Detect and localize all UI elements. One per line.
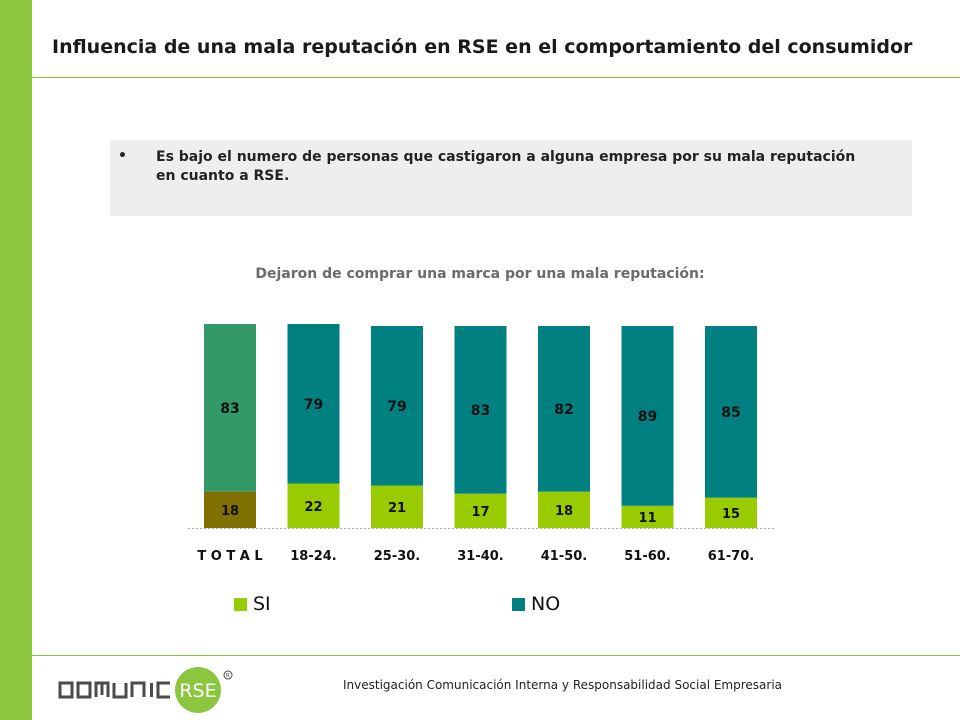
bar-si-0 xyxy=(204,491,256,528)
x-tick-label-1: 18-24. xyxy=(290,549,337,564)
bar-no-2 xyxy=(371,326,423,486)
x-tick-label-5: 51-60. xyxy=(624,549,671,564)
note-bullet: • xyxy=(118,148,127,164)
data-label-si-2: 21 xyxy=(388,501,406,516)
x-tick-label-0: T O T A L xyxy=(197,549,262,564)
footer-divider xyxy=(32,655,960,656)
bar-no-3 xyxy=(454,326,507,494)
legend-item-no: NO xyxy=(512,593,560,615)
bar-si-1 xyxy=(287,483,340,528)
data-label-no-0: 83 xyxy=(220,401,239,417)
bar-no-0 xyxy=(204,324,256,492)
bar-no-5 xyxy=(621,326,674,506)
data-label-si-6: 15 xyxy=(722,507,740,522)
x-tick-label-2: 25-30. xyxy=(374,549,421,564)
svg-text:RSE: RSE xyxy=(179,680,216,702)
note-text: Es bajo el numero de personas que castig… xyxy=(156,149,856,184)
x-tick-label-4: 41-50. xyxy=(541,549,588,564)
footer-text: Investigación Comunicación Interna y Res… xyxy=(343,678,783,692)
page-title: Influencia de una mala reputación en RSE… xyxy=(52,36,913,58)
data-label-si-4: 18 xyxy=(555,504,573,519)
data-label-si-0: 18 xyxy=(221,504,239,519)
bar-si-6 xyxy=(705,497,757,528)
data-label-no-3: 83 xyxy=(471,403,490,419)
note-box xyxy=(110,140,912,216)
bar-no-1 xyxy=(287,324,340,484)
bar-no-6 xyxy=(705,326,757,498)
bar-si-3 xyxy=(454,493,507,528)
stacked-bar-chart: 18 83 T O T A L 22 79 18-24. 21 79 25-30. 17 83 31-… xyxy=(188,324,776,564)
legend-swatch-no xyxy=(512,597,525,611)
legend-label-si: SI xyxy=(253,593,271,615)
data-label-no-4: 82 xyxy=(554,402,573,418)
legend-item-si: SI xyxy=(234,593,271,615)
data-label-si-1: 22 xyxy=(304,500,322,515)
data-label-no-2: 79 xyxy=(387,399,406,415)
comunica-rse-logo: RSE R xyxy=(58,667,233,713)
data-label-no-6: 85 xyxy=(721,405,740,421)
data-label-no-1: 79 xyxy=(304,397,323,413)
chart-title: Dejaron de comprar una marca por una mal… xyxy=(255,266,705,282)
data-label-si-3: 17 xyxy=(471,505,489,520)
bar-si-4 xyxy=(538,491,590,528)
legend-swatch-si xyxy=(234,597,247,611)
svg-text:R: R xyxy=(226,673,230,680)
side-accent-bar xyxy=(0,0,32,720)
bar-no-4 xyxy=(538,326,590,492)
data-label-no-5: 89 xyxy=(638,409,657,425)
x-tick-label-3: 31-40. xyxy=(457,549,504,564)
legend-label-no: NO xyxy=(531,593,561,615)
x-tick-label-6: 61-70. xyxy=(708,549,755,564)
data-label-si-5: 11 xyxy=(638,511,656,526)
header-divider xyxy=(32,77,960,78)
bar-si-2 xyxy=(371,485,423,528)
bar-si-5 xyxy=(621,505,674,528)
